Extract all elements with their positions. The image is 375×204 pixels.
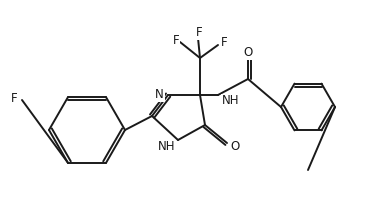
Text: F: F bbox=[10, 92, 17, 105]
Text: O: O bbox=[230, 141, 240, 153]
Text: F: F bbox=[196, 27, 202, 40]
Text: NH: NH bbox=[222, 94, 240, 108]
Text: F: F bbox=[172, 33, 179, 47]
Text: O: O bbox=[243, 47, 253, 60]
Text: NH: NH bbox=[158, 141, 175, 153]
Text: N: N bbox=[155, 89, 164, 102]
Text: F: F bbox=[220, 37, 227, 50]
